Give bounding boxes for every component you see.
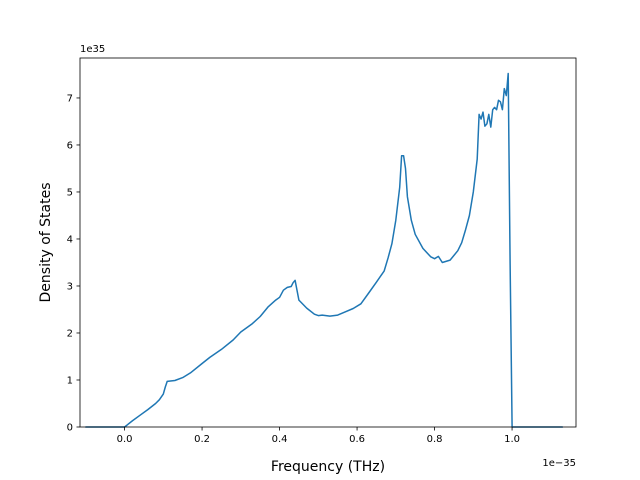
y-axis-label: Density of States xyxy=(38,183,54,303)
x-tick-label: 0.8 xyxy=(427,434,443,445)
y-tick-label: 4 xyxy=(67,234,73,245)
x-axis-label: Frequency (THz) xyxy=(271,459,385,475)
dos-series-line xyxy=(85,72,564,428)
y-tick-label: 5 xyxy=(67,187,73,198)
y-tick-label: 1 xyxy=(67,375,73,386)
x-tick-label: 0.4 xyxy=(272,434,288,445)
y-axis-offset-label: 1e35 xyxy=(80,44,105,55)
x-axis-offset-label: 1e−35 xyxy=(542,458,576,469)
y-tick-label: 3 xyxy=(67,281,73,292)
y-tick-label: 6 xyxy=(67,140,73,151)
plot-frame xyxy=(79,57,577,428)
x-tick-label: 0.2 xyxy=(194,434,210,445)
x-tick-label: 0.6 xyxy=(349,434,365,445)
plot-area xyxy=(85,72,564,428)
y-tick-label: 2 xyxy=(67,328,73,339)
x-tick-label: 0.0 xyxy=(117,434,133,445)
axis-ticks: 0.0 0.2 0.4 0.6 0.8 1.0 0 1 2 3 4 5 6 7 xyxy=(67,93,520,445)
x-tick-label: 1.0 xyxy=(504,434,520,445)
y-tick-label: 0 xyxy=(67,423,73,434)
y-tick-label: 7 xyxy=(67,93,73,104)
